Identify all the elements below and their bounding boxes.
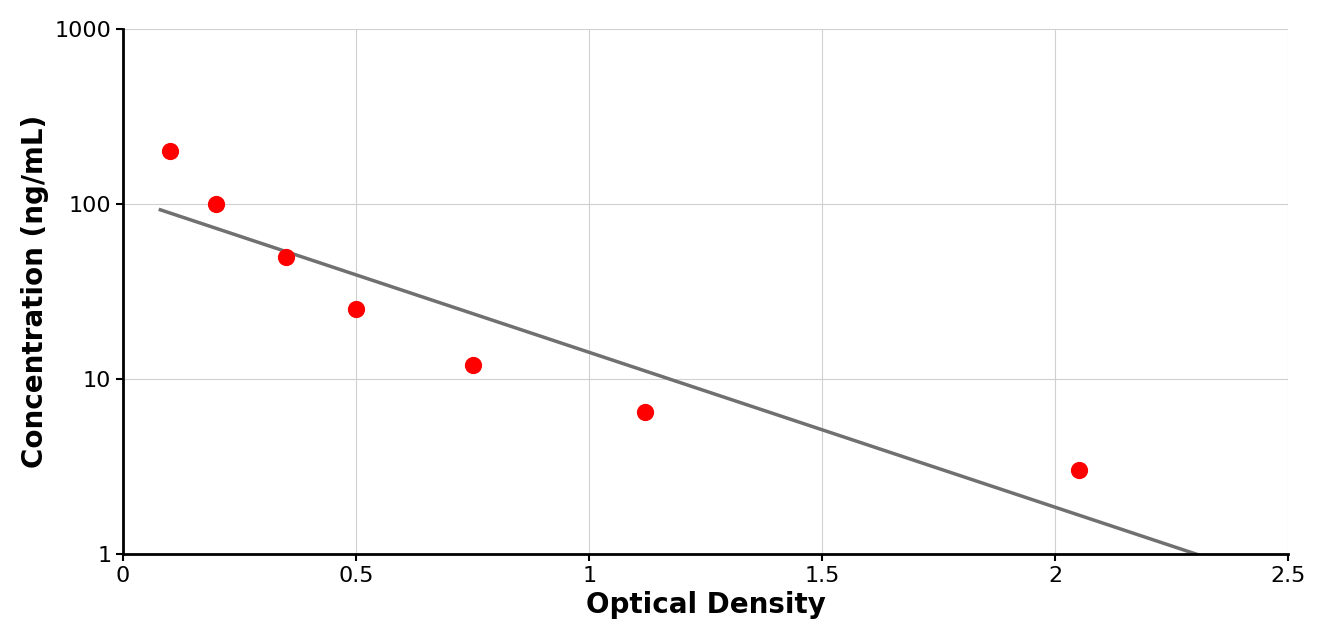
Point — [159, 146, 180, 156]
Point — [462, 360, 483, 370]
Y-axis label: Concentration (ng/mL): Concentration (ng/mL) — [21, 115, 49, 468]
Point — [276, 252, 297, 262]
Point — [634, 406, 656, 417]
X-axis label: Optical Density: Optical Density — [585, 591, 825, 619]
Point — [206, 198, 227, 209]
Point — [345, 304, 366, 314]
Point — [1068, 465, 1089, 476]
